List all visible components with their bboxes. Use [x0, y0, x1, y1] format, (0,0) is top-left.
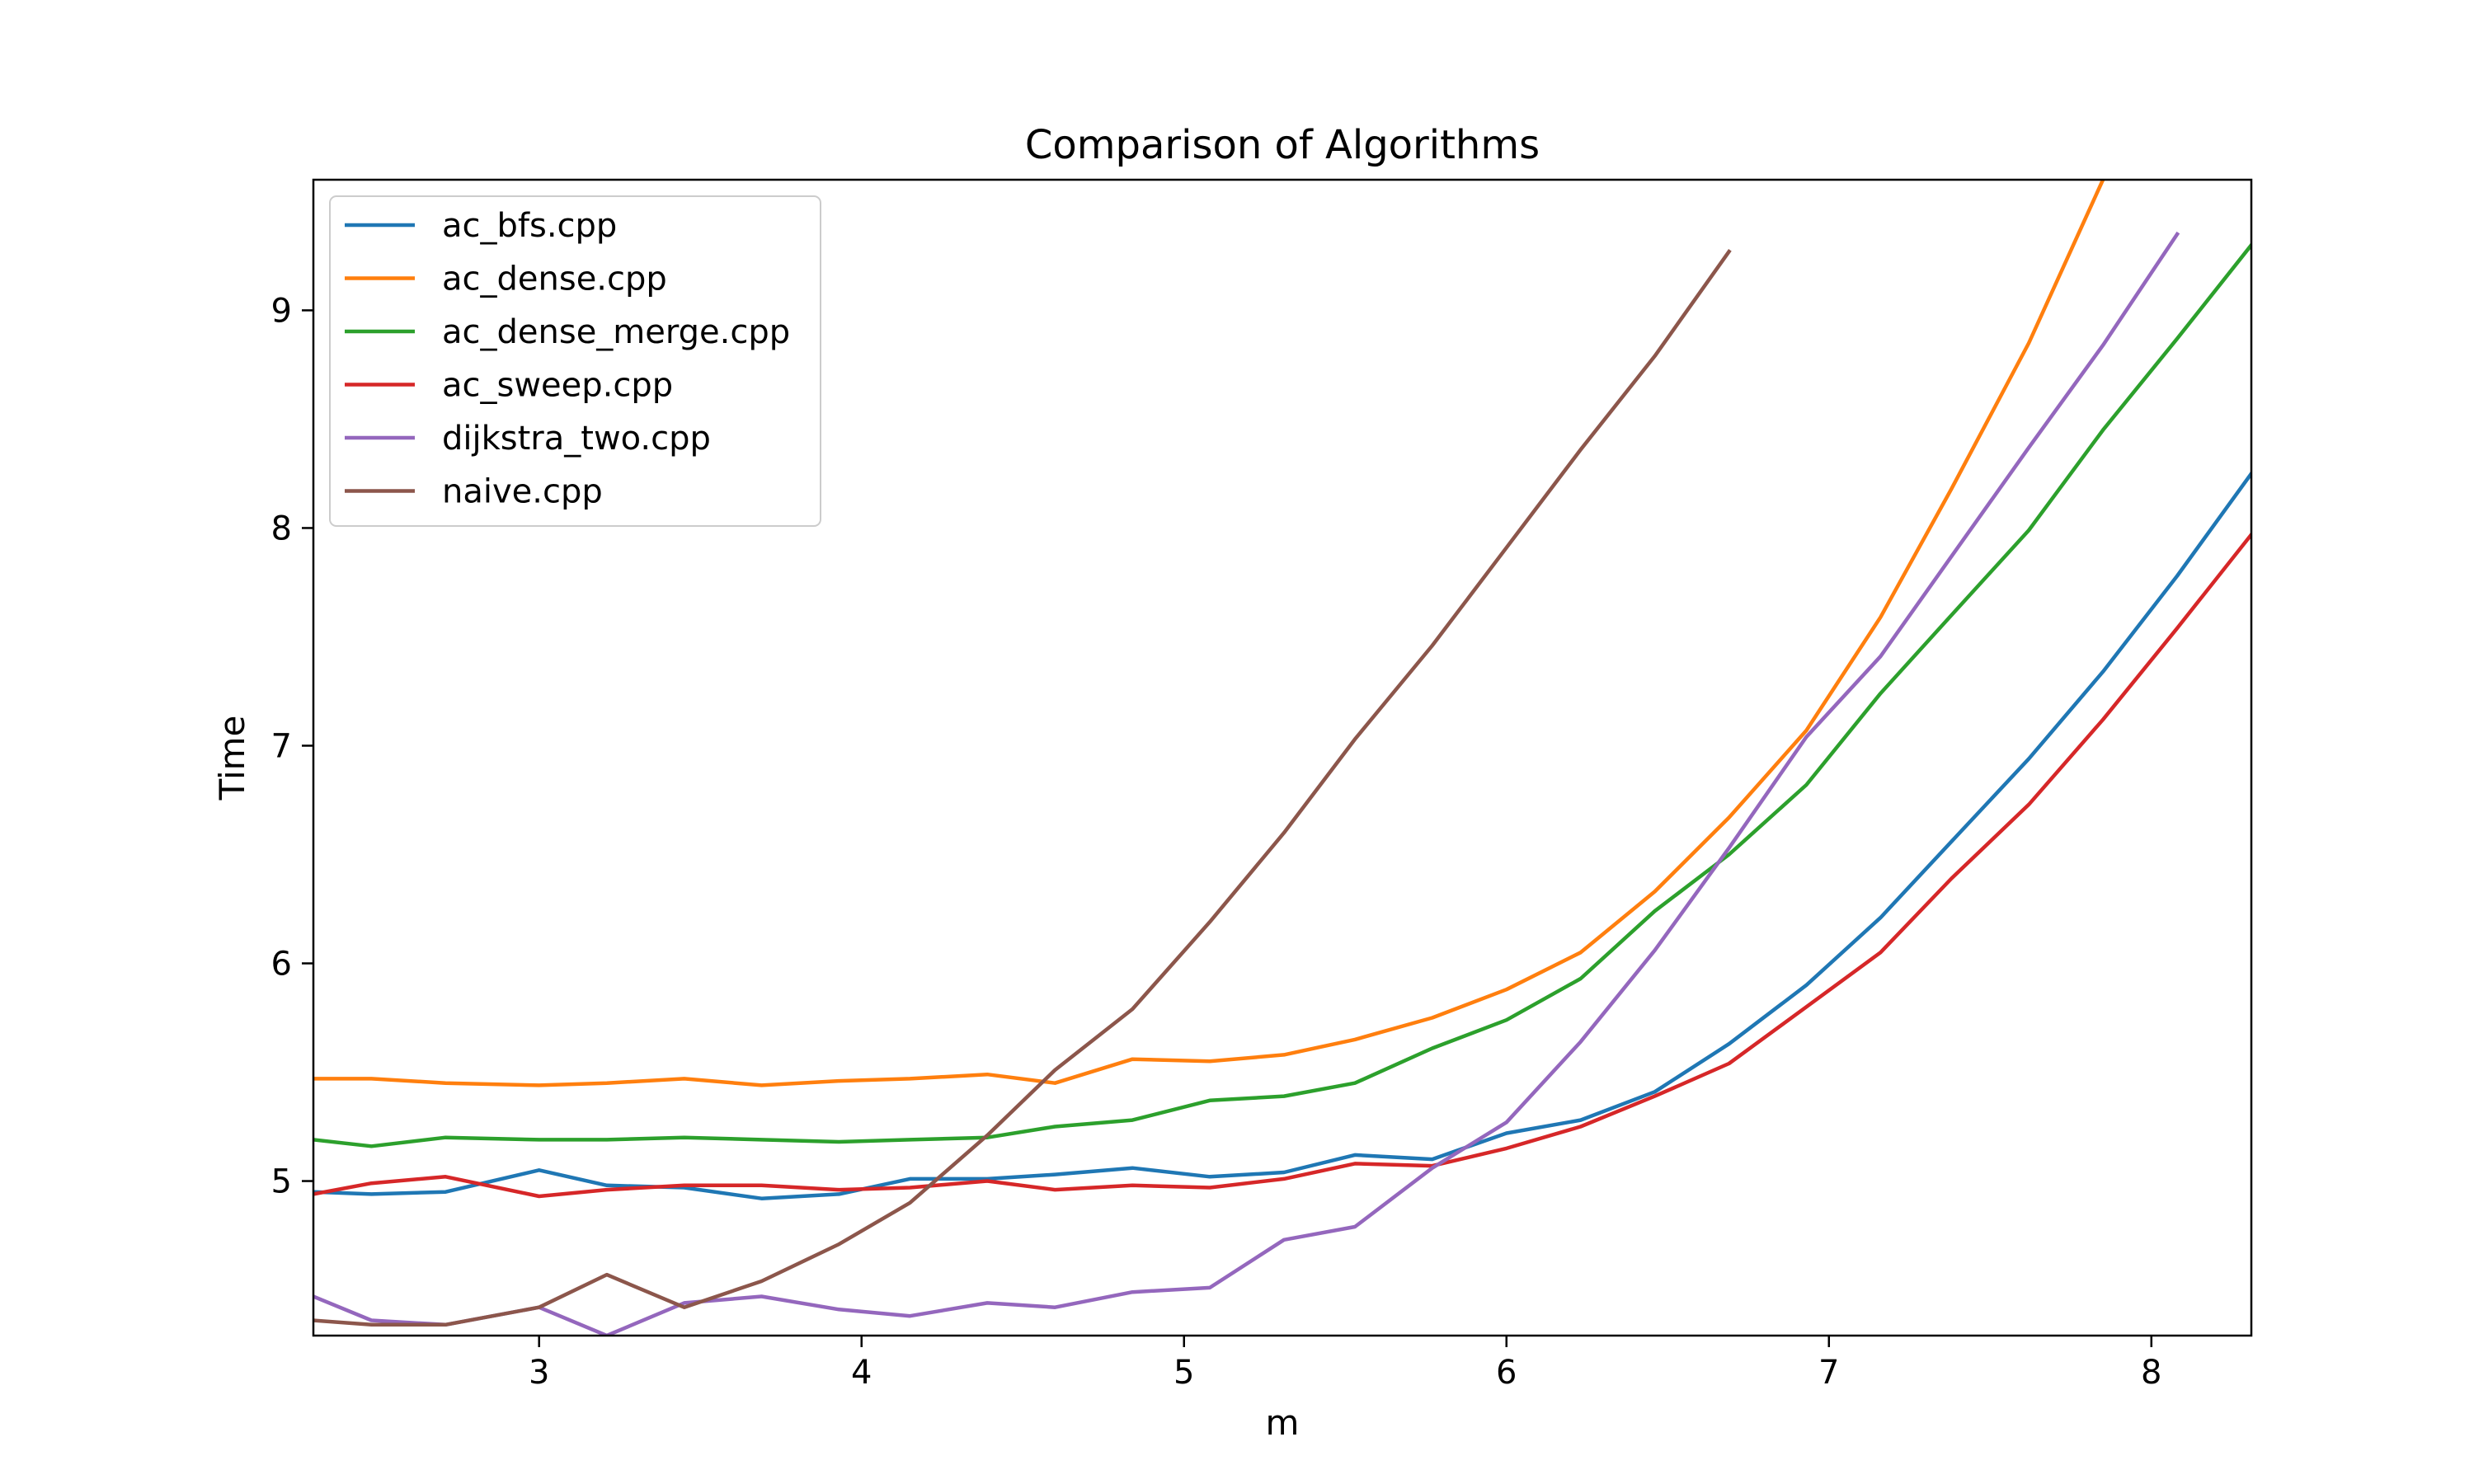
y-axis-ticks: 5 6 7 8 9 [271, 292, 313, 1201]
y-axis-label: Time [212, 716, 252, 801]
chart-title: Comparison of Algorithms [1025, 122, 1540, 168]
x-tick-label: 3 [529, 1354, 549, 1392]
x-tick-label: 5 [1174, 1354, 1194, 1392]
x-tick-label: 4 [851, 1354, 872, 1392]
y-tick-label: 8 [271, 510, 292, 547]
legend-box [329, 195, 821, 527]
series-line-3 [313, 532, 2251, 1199]
y-tick-label: 9 [271, 292, 292, 330]
x-axis-label: m [1266, 1402, 1300, 1443]
x-tick-label: 6 [1496, 1354, 1517, 1392]
legend-label: ac_sweep.cpp [442, 367, 673, 405]
x-tick-label: 8 [2141, 1354, 2161, 1392]
legend-label: dijkstra_two.cpp [442, 420, 711, 458]
series-line-4 [313, 231, 2180, 1336]
series-line-2 [313, 242, 2251, 1148]
series-line-1 [313, 180, 2105, 1087]
x-axis-ticks: 3 4 5 6 7 8 [529, 1336, 2162, 1392]
legend-label: ac_dense_merge.cpp [442, 313, 790, 351]
series-line-5 [313, 248, 1732, 1327]
series-line-0 [313, 471, 2251, 1200]
y-tick-label: 6 [271, 946, 292, 984]
x-tick-label: 7 [1818, 1354, 1839, 1392]
series-layer [313, 180, 2251, 1336]
y-tick-label: 7 [271, 727, 292, 765]
legend-label: ac_bfs.cpp [442, 207, 617, 245]
legend-label: naive.cpp [442, 473, 603, 511]
legend-label: ac_dense.cpp [442, 261, 667, 298]
plot-frame [312, 178, 2253, 1337]
y-tick-label: 5 [271, 1163, 292, 1201]
legend: ac_bfs.cpp ac_dense.cpp ac_dense_merge.cpp… [329, 195, 821, 527]
